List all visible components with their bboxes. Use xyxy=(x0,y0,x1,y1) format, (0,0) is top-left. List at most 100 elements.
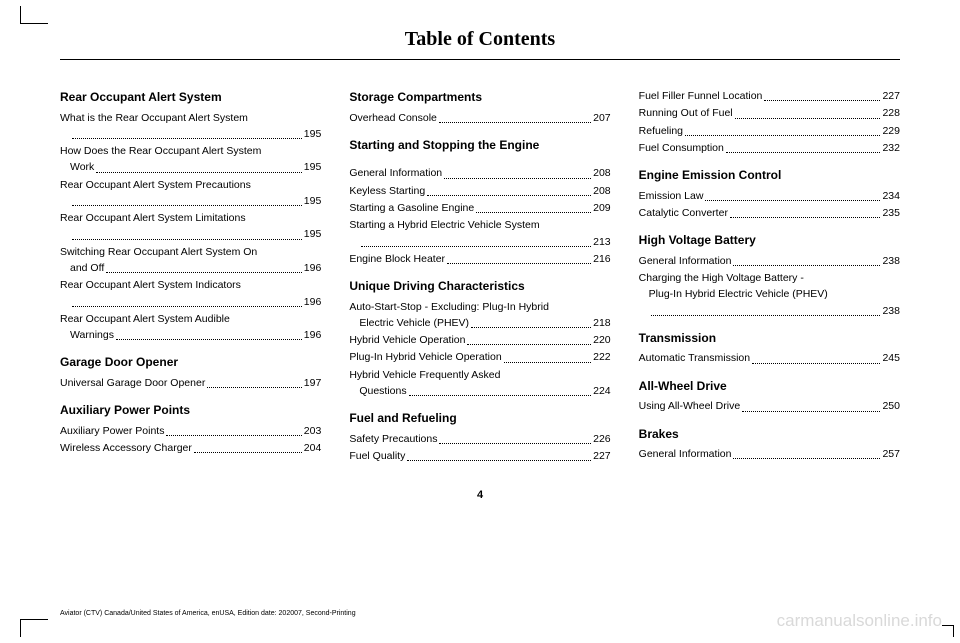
toc-entry: Keyless Starting 208 xyxy=(349,183,610,199)
entry-label: Universal Garage Door Opener xyxy=(60,375,205,391)
entry-label: Overhead Console xyxy=(349,110,437,126)
entry-page: 195 xyxy=(304,193,322,209)
entry-label: Keyless Starting xyxy=(349,183,425,199)
entry-label: Emission Law xyxy=(639,188,704,204)
entry-label: Auto-Start-Stop - Excluding: Plug-In Hyb… xyxy=(349,299,610,315)
leader-dots xyxy=(361,246,591,247)
leader-dots xyxy=(407,460,591,461)
entry-page: 228 xyxy=(882,105,900,121)
toc-entry: Universal Garage Door Opener 197 xyxy=(60,375,321,391)
entry-page: 238 xyxy=(882,253,900,269)
leader-dots xyxy=(72,205,302,206)
entry-page: 220 xyxy=(593,332,611,348)
entry-page: 216 xyxy=(593,251,611,267)
entry-label: Refueling xyxy=(639,123,683,139)
section-heading: Starting and Stopping the Engine xyxy=(349,136,610,155)
toc-entry: Using All-Wheel Drive 250 xyxy=(639,398,900,414)
entry-label: General Information xyxy=(349,165,442,181)
leader-dots xyxy=(444,178,591,179)
entry-page: 195 xyxy=(304,159,322,175)
leader-dots xyxy=(735,118,881,119)
entry-page: 208 xyxy=(593,183,611,199)
leader-dots xyxy=(685,135,880,136)
entry-page: 235 xyxy=(882,205,900,221)
entry-label: Fuel Consumption xyxy=(639,140,724,156)
entry-label: How Does the Rear Occupant Alert System xyxy=(60,143,321,159)
leader-dots xyxy=(504,362,591,363)
toc-entry: Automatic Transmission 245 xyxy=(639,350,900,366)
toc-entry: Plug-In Hybrid Vehicle Operation 222 xyxy=(349,349,610,365)
entry-page: 204 xyxy=(304,440,322,456)
leader-dots xyxy=(72,138,302,139)
entry-label: Engine Block Heater xyxy=(349,251,445,267)
leader-dots xyxy=(476,212,591,213)
entry-label: Questions xyxy=(349,383,406,399)
entry-page: 196 xyxy=(304,260,322,276)
toc-entry: Rear Occupant Alert System Indicators196 xyxy=(60,277,321,310)
toc-entry: Rear Occupant Alert System AudibleWarnin… xyxy=(60,311,321,344)
toc-entry: Rear Occupant Alert System Precautions19… xyxy=(60,177,321,210)
toc-entry: Safety Precautions 226 xyxy=(349,431,610,447)
leader-dots xyxy=(427,195,591,196)
entry-label: Plug-In Hybrid Electric Vehicle (PHEV) xyxy=(639,286,900,302)
entry-label: Warnings xyxy=(60,327,114,343)
page-title: Table of Contents xyxy=(60,28,900,51)
toc-entry: Emission Law 234 xyxy=(639,188,900,204)
leader-dots xyxy=(439,122,591,123)
entry-page: 250 xyxy=(882,398,900,414)
toc-entry: Fuel Consumption 232 xyxy=(639,140,900,156)
leader-dots xyxy=(471,327,591,328)
leader-dots xyxy=(106,272,302,273)
entry-page: 257 xyxy=(882,446,900,462)
entry-page: 195 xyxy=(304,226,322,242)
leader-dots xyxy=(439,443,591,444)
toc-entry: Starting a Gasoline Engine 209 xyxy=(349,200,610,216)
entry-label: Work xyxy=(60,159,94,175)
entry-page: 208 xyxy=(593,165,611,181)
toc-entry: General Information 208 xyxy=(349,165,610,181)
entry-label: Using All-Wheel Drive xyxy=(639,398,741,414)
footer-text: Aviator (CTV) Canada/United States of Am… xyxy=(60,610,356,617)
entry-page: 197 xyxy=(304,375,322,391)
title-bar: Table of Contents xyxy=(60,28,900,60)
entry-label: and Off xyxy=(60,260,104,276)
toc-entry: General Information 257 xyxy=(639,446,900,462)
entry-label: Rear Occupant Alert System Indicators xyxy=(60,277,321,293)
leader-dots xyxy=(730,217,881,218)
leader-dots xyxy=(166,435,301,436)
entry-label: Fuel Quality xyxy=(349,448,405,464)
entry-label: General Information xyxy=(639,253,732,269)
leader-dots xyxy=(726,152,881,153)
entry-label: Rear Occupant Alert System Limitations xyxy=(60,210,321,226)
watermark: carmanualsonline.info xyxy=(777,611,942,631)
section-heading: Brakes xyxy=(639,425,900,444)
entry-page: 238 xyxy=(882,303,900,319)
leader-dots xyxy=(467,344,591,345)
leader-dots xyxy=(742,411,880,412)
crop-mark xyxy=(20,6,48,24)
section-heading: All-Wheel Drive xyxy=(639,377,900,396)
leader-dots xyxy=(733,458,880,459)
section-heading: High Voltage Battery xyxy=(639,231,900,250)
section-heading: Auxiliary Power Points xyxy=(60,401,321,420)
entry-page: 222 xyxy=(593,349,611,365)
toc-entry: Auto-Start-Stop - Excluding: Plug-In Hyb… xyxy=(349,299,610,332)
toc-entry: How Does the Rear Occupant Alert SystemW… xyxy=(60,143,321,176)
leader-dots xyxy=(194,452,302,453)
toc-entry: Charging the High Voltage Battery -Plug-… xyxy=(639,270,900,319)
section-heading: Garage Door Opener xyxy=(60,353,321,372)
leader-dots xyxy=(733,265,880,266)
entry-page: 196 xyxy=(304,327,322,343)
entry-label: Hybrid Vehicle Operation xyxy=(349,332,465,348)
entry-label: Electric Vehicle (PHEV) xyxy=(349,315,469,331)
section-heading: Storage Compartments xyxy=(349,88,610,107)
toc-entry: Wireless Accessory Charger 204 xyxy=(60,440,321,456)
leader-dots xyxy=(705,200,880,201)
entry-label: Charging the High Voltage Battery - xyxy=(639,270,900,286)
entry-label: Switching Rear Occupant Alert System On xyxy=(60,244,321,260)
entry-page: 209 xyxy=(593,200,611,216)
entry-page: 207 xyxy=(593,110,611,126)
page-container: Table of Contents Rear Occupant Alert Sy… xyxy=(0,0,960,501)
entry-page: 203 xyxy=(304,423,322,439)
toc-entry: Engine Block Heater 216 xyxy=(349,251,610,267)
